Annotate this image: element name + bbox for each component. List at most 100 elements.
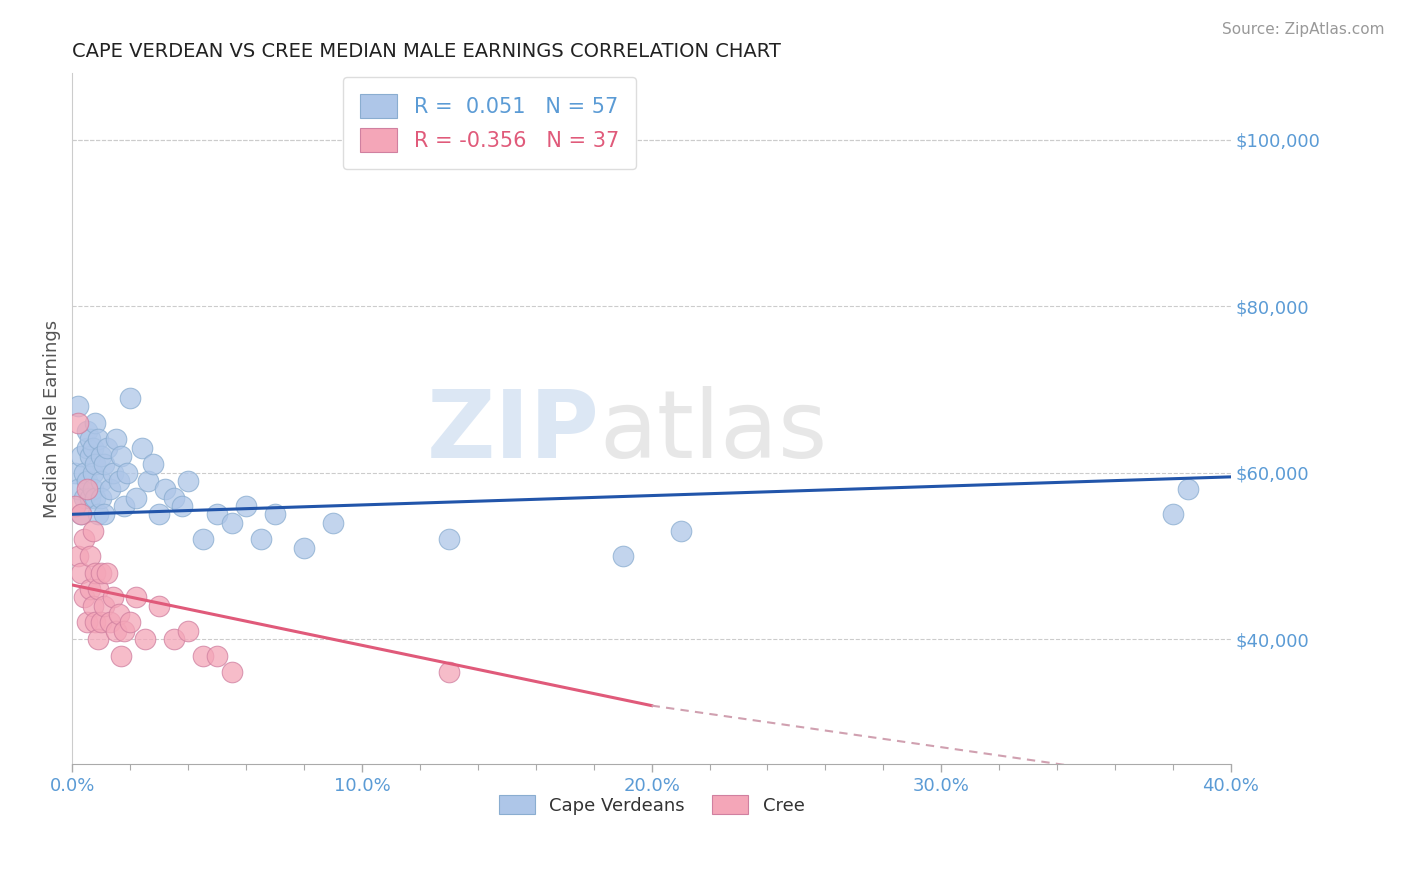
Point [205,648,228,663]
Point [162,632,184,646]
Point [73,533,96,547]
Point [136,474,159,488]
Point [249,533,271,547]
Point [177,474,200,488]
Point [112,624,135,638]
Text: atlas: atlas [599,386,828,478]
Point [87,433,110,447]
Point [82,599,104,613]
Point [73,591,96,605]
Point [84,416,107,430]
Point [79,491,101,505]
Point [162,491,184,505]
Point [82,441,104,455]
Point [82,483,104,497]
Point [177,624,200,638]
Point [322,516,344,530]
Point [125,591,148,605]
Point [221,665,243,680]
Point [153,483,176,497]
Point [82,466,104,480]
Point [191,533,214,547]
Point [148,599,170,613]
Point [110,648,132,663]
Point [79,549,101,563]
Point [63,466,86,480]
Point [98,483,121,497]
Point [191,648,214,663]
Text: Source: ZipAtlas.com: Source: ZipAtlas.com [1222,22,1385,37]
Point [264,508,287,522]
Point [235,499,257,513]
Point [93,458,115,472]
Point [101,591,124,605]
Point [79,433,101,447]
Point [66,416,89,430]
Point [148,508,170,522]
Point [131,441,153,455]
Point [73,491,96,505]
Point [142,458,165,472]
Point [104,433,127,447]
Point [70,508,93,522]
Point [98,615,121,630]
Point [82,524,104,538]
Point [87,582,110,596]
Point [110,449,132,463]
Point [90,491,112,505]
Point [93,599,115,613]
Point [437,665,460,680]
Point [90,615,112,630]
Point [79,449,101,463]
Point [117,466,139,480]
Point [76,615,98,630]
Point [76,483,98,497]
Point [107,474,129,488]
Point [66,549,89,563]
Point [120,391,142,405]
Point [76,474,98,488]
Point [292,541,315,555]
Point [79,582,101,596]
Point [96,566,118,580]
Point [1161,508,1184,522]
Point [73,466,96,480]
Point [120,615,142,630]
Point [90,449,112,463]
Point [669,524,692,538]
Point [84,615,107,630]
Point [437,533,460,547]
Point [84,458,107,472]
Legend: Cape Verdeans, Cree: Cape Verdeans, Cree [489,787,814,824]
Point [63,499,86,513]
Point [87,508,110,522]
Y-axis label: Median Male Earnings: Median Male Earnings [44,319,60,517]
Point [76,424,98,438]
Point [90,474,112,488]
Point [104,624,127,638]
Point [87,632,110,646]
Point [101,466,124,480]
Point [76,441,98,455]
Point [96,441,118,455]
Text: ZIP: ZIP [426,386,599,478]
Point [84,491,107,505]
Point [90,566,112,580]
Point [1177,483,1199,497]
Point [84,566,107,580]
Point [221,516,243,530]
Point [93,508,115,522]
Point [70,508,93,522]
Point [172,499,194,513]
Point [66,483,89,497]
Point [205,508,228,522]
Point [70,566,93,580]
Point [134,632,156,646]
Point [112,499,135,513]
Point [125,491,148,505]
Text: CAPE VERDEAN VS CREE MEDIAN MALE EARNINGS CORRELATION CHART: CAPE VERDEAN VS CREE MEDIAN MALE EARNING… [72,42,782,61]
Point [66,399,89,413]
Point [612,549,634,563]
Point [107,607,129,621]
Point [70,449,93,463]
